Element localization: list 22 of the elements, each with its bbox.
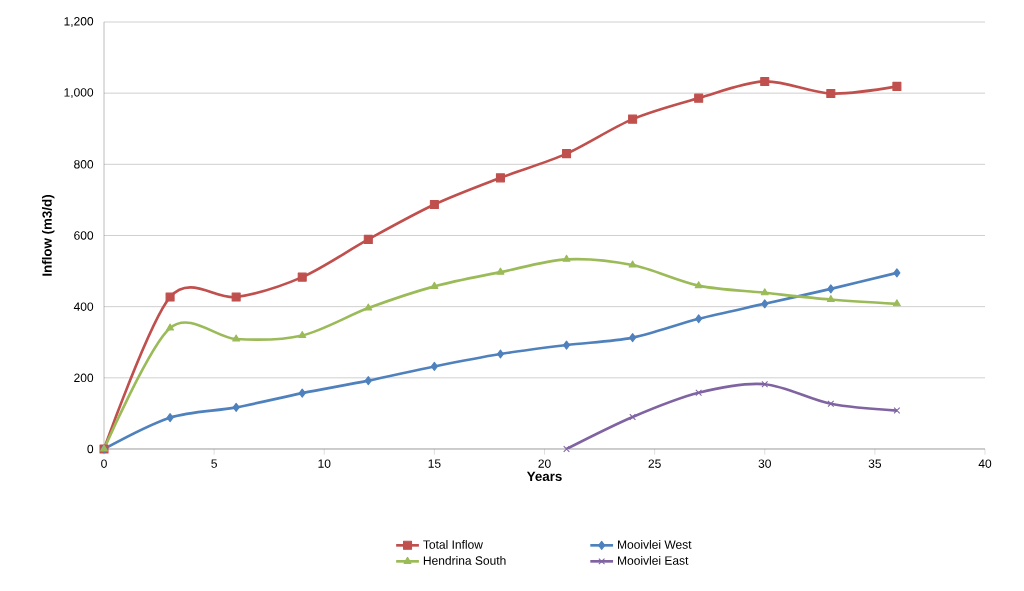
y-tick-label: 800	[74, 160, 94, 169]
y-tick-label: 200	[74, 373, 94, 383]
x-tick-label: 20	[538, 459, 551, 468]
x-tick-label: 15	[428, 459, 441, 468]
y-tick-label: 600	[74, 231, 94, 240]
y-axis-title: Inflow (m3/d)	[42, 195, 55, 276]
y-tick-label: 0	[87, 444, 94, 454]
x-tick-label: 5	[211, 459, 217, 468]
x-tick-label: 10	[318, 459, 331, 468]
y-tick-label: 1,200	[64, 17, 94, 27]
legend-label: Hendrina South	[423, 556, 506, 565]
legend-label: Mooivlei East	[618, 556, 689, 565]
legend-label: Total Inflow	[423, 539, 483, 549]
x-tick-label: 35	[868, 459, 882, 468]
x-tick-label: 25	[648, 459, 661, 468]
x-tick-label: 40	[978, 459, 992, 468]
x-axis-title: Years	[526, 471, 562, 481]
y-tick-label: 400	[73, 302, 94, 311]
legend-label: Mooivlei West	[618, 539, 692, 549]
y-tick-label: 1,000	[64, 88, 94, 99]
x-tick-label: 30	[758, 459, 771, 468]
x-tick-label: 0	[101, 459, 107, 468]
